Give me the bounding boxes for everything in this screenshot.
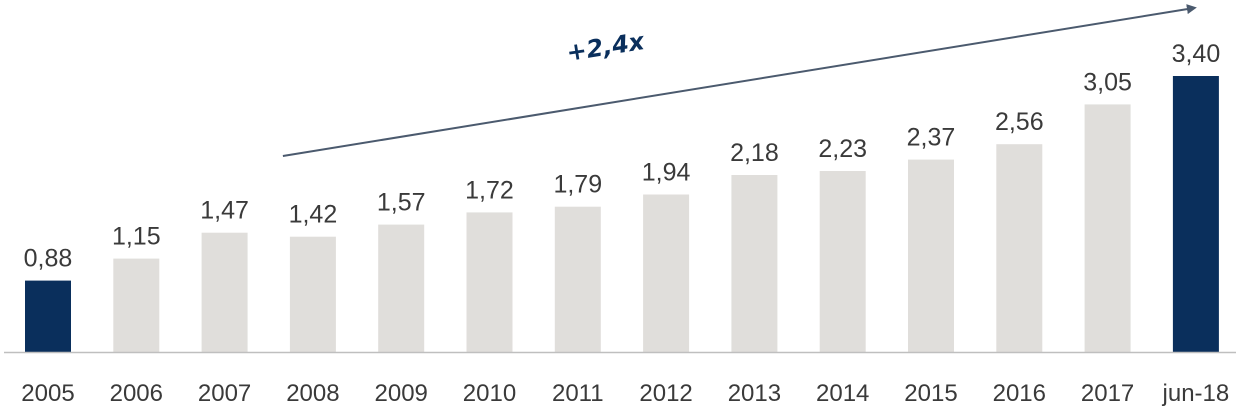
- value-label-2014: 2,23: [818, 135, 867, 163]
- x-tick-labels-layer: 2005 2006 2007 2008 2009 2010 2011 2012 2013 2014…: [21, 380, 1229, 407]
- bar-2005: [25, 280, 71, 352]
- bar-2017: [1084, 104, 1131, 353]
- bar-2007: [201, 232, 248, 352]
- value-label-2016: 2,56: [995, 108, 1044, 136]
- growth-annotation: +2,4x: [282, 4, 1197, 157]
- bar-2015: [908, 159, 954, 352]
- x-tick-label-2016: 2016: [993, 380, 1046, 407]
- value-label-2015: 2,37: [907, 124, 956, 152]
- x-tick-label-2010: 2010: [463, 380, 516, 407]
- x-tick-label-2017: 2017: [1081, 380, 1134, 407]
- bar-2010: [466, 212, 513, 352]
- bars-layer: [25, 76, 1219, 353]
- bar-2014: [819, 171, 866, 352]
- value-label-jun-18: 3,40: [1172, 40, 1221, 68]
- x-tick-label-2012: 2012: [639, 380, 692, 407]
- bar-2013: [731, 175, 778, 352]
- bar-2011: [554, 206, 601, 352]
- bar-2012: [643, 194, 690, 352]
- value-label-2017: 3,05: [1083, 68, 1132, 96]
- value-label-2008: 1,42: [289, 201, 338, 229]
- x-tick-label-2005: 2005: [21, 380, 74, 407]
- bar-jun-18: [1172, 76, 1219, 352]
- value-labels-layer: 0,88 1,15 1,47 1,42 1,57 1,72 1,79 1,94 2,18 2,23…: [24, 40, 1221, 273]
- growth-arrow: [282, 4, 1197, 157]
- bar-2009: [378, 224, 425, 352]
- value-label-2012: 1,94: [642, 159, 691, 187]
- value-label-2007: 1,47: [200, 197, 249, 225]
- value-label-2009: 1,57: [377, 189, 426, 217]
- value-label-2005: 0,88: [24, 245, 73, 273]
- x-tick-label-jun-18: jun-18: [1162, 380, 1230, 407]
- bar-2008: [289, 236, 336, 352]
- x-tick-label-2015: 2015: [904, 380, 957, 407]
- x-tick-label-2007: 2007: [198, 380, 251, 407]
- growth-label: +2,4x: [565, 27, 648, 67]
- value-label-2013: 2,18: [730, 139, 779, 167]
- value-label-2010: 1,72: [465, 176, 514, 204]
- x-tick-label-2013: 2013: [728, 380, 781, 407]
- value-label-2006: 1,15: [112, 223, 161, 251]
- x-tick-label-2008: 2008: [286, 380, 339, 407]
- bar-2016: [996, 144, 1043, 352]
- value-label-2011: 1,79: [553, 171, 602, 199]
- x-tick-label-2009: 2009: [375, 380, 428, 407]
- bar-2006: [113, 258, 160, 352]
- x-tick-label-2014: 2014: [816, 380, 869, 407]
- x-tick-label-2011: 2011: [552, 380, 604, 407]
- x-tick-label-2006: 2006: [110, 380, 163, 407]
